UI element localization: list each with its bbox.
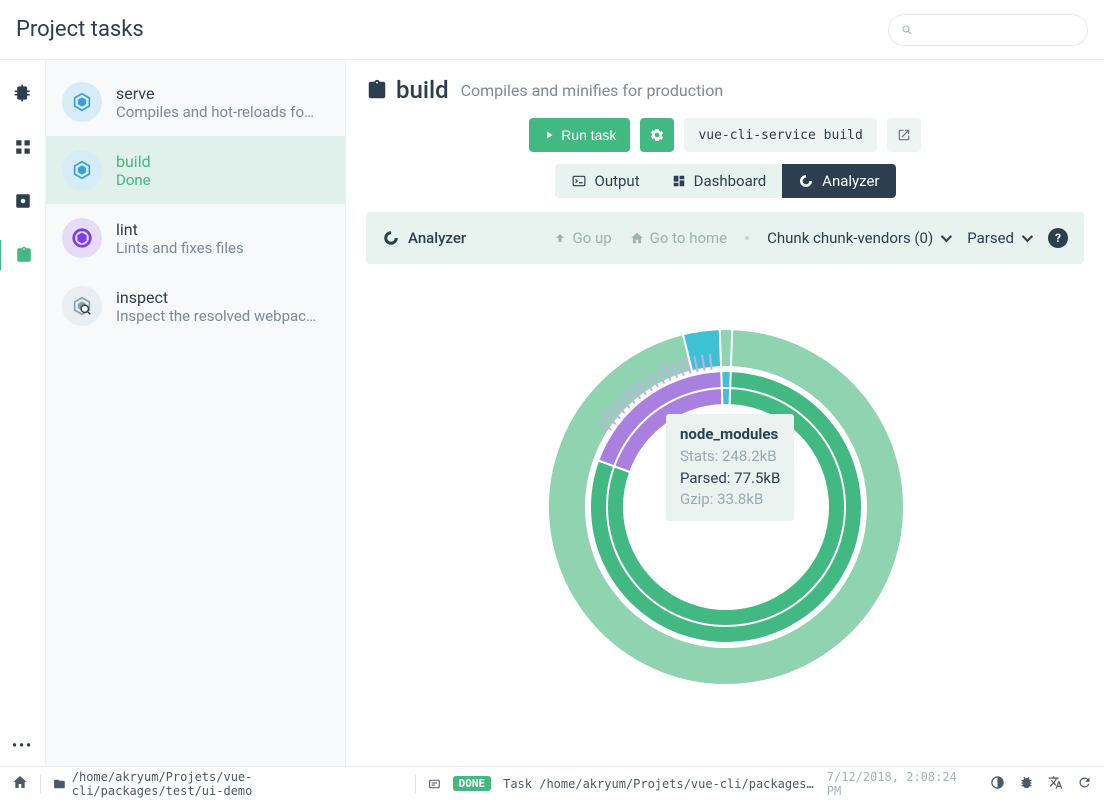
- dashboard-icon: [672, 174, 686, 188]
- donut-icon: [382, 229, 400, 247]
- task-icon: [62, 150, 102, 190]
- header: Project tasks: [0, 0, 1104, 60]
- status-badge: DONE: [453, 776, 492, 791]
- task-list: serveCompiles and hot-reloads fo…buildDo…: [46, 60, 346, 766]
- task-icon: [62, 286, 102, 326]
- search-icon: [901, 24, 913, 36]
- task-name: serve: [116, 84, 314, 103]
- tab-analyzer[interactable]: Analyzer: [782, 164, 895, 198]
- terminal-icon: [571, 174, 587, 188]
- status-bar: /home/akryum/Projets/vue-cli/packages/te…: [0, 766, 1104, 800]
- chart-tooltip: node_modules Stats: 248.2kB Parsed: 77.5…: [666, 414, 794, 521]
- chunk-dropdown[interactable]: Chunk chunk-vendors (0): [767, 229, 949, 247]
- mode-dropdown[interactable]: Parsed: [967, 229, 1030, 247]
- toolbar-title: Analyzer: [408, 229, 466, 247]
- task-item-serve[interactable]: serveCompiles and hot-reloads fo…: [46, 68, 345, 136]
- task-subtitle: Lints and fixes files: [116, 239, 244, 257]
- help-button[interactable]: ?: [1048, 228, 1068, 248]
- search-input[interactable]: [888, 14, 1088, 46]
- home-icon[interactable]: [12, 774, 28, 793]
- task-item-build[interactable]: buildDone: [46, 136, 345, 204]
- contrast-icon[interactable]: [990, 775, 1005, 793]
- log-icon[interactable]: [428, 777, 441, 791]
- nav-rail: •••: [0, 60, 46, 766]
- external-link-icon: [897, 128, 911, 142]
- task-detail: build Compiles and minifies for producti…: [346, 60, 1104, 766]
- task-item-lint[interactable]: lintLints and fixes files: [46, 204, 345, 272]
- project-path[interactable]: /home/akryum/Projets/vue-cli/packages/te…: [53, 770, 403, 798]
- detail-title: build: [396, 76, 449, 104]
- task-item-inspect[interactable]: inspectInspect the resolved webpac…: [46, 272, 345, 340]
- nav-more[interactable]: •••: [12, 738, 33, 754]
- task-icon: [62, 82, 102, 122]
- task-icon: [62, 218, 102, 258]
- tab-dashboard[interactable]: Dashboard: [656, 164, 783, 198]
- open-external-button[interactable]: [887, 118, 921, 152]
- go-up-button[interactable]: Go up: [554, 229, 611, 247]
- log-timestamp: 7/12/2018, 2:08:24 PM: [827, 770, 966, 798]
- tab-output[interactable]: Output: [555, 164, 656, 198]
- nav-tasks[interactable]: [0, 240, 44, 270]
- run-task-button[interactable]: Run task: [529, 118, 630, 152]
- arrow-up-icon: [554, 232, 566, 244]
- bug-icon[interactable]: [1019, 775, 1034, 793]
- task-name: inspect: [116, 288, 316, 307]
- go-home-button[interactable]: Go to home: [630, 229, 727, 247]
- refresh-icon[interactable]: [1077, 775, 1092, 793]
- nav-plugins[interactable]: [0, 78, 46, 108]
- task-subtitle: Done: [116, 171, 151, 189]
- play-icon: [543, 129, 555, 141]
- donut-icon: [798, 173, 814, 189]
- task-command[interactable]: vue-cli-service build: [684, 118, 876, 152]
- analyzer-toolbar: Analyzer Go up Go to home Chunk chunk-ve…: [366, 212, 1084, 264]
- task-name: lint: [116, 220, 244, 239]
- task-subtitle: Compiles and hot-reloads fo…: [116, 103, 314, 121]
- chevron-down-icon: [1022, 231, 1033, 242]
- task-name: build: [116, 152, 151, 171]
- view-tabs: Output Dashboard Analyzer: [366, 164, 1084, 198]
- home-icon: [630, 231, 644, 245]
- log-message: Task /home/akryum/Projets/vue-cli/packag…: [503, 777, 815, 791]
- clipboard-icon: [366, 79, 388, 101]
- translate-icon[interactable]: [1048, 775, 1063, 793]
- nav-config[interactable]: [0, 186, 46, 216]
- page-title: Project tasks: [16, 17, 144, 42]
- gear-icon: [649, 127, 665, 143]
- task-settings-button[interactable]: [640, 118, 674, 152]
- nav-dependencies[interactable]: [0, 132, 46, 162]
- detail-description: Compiles and minifies for production: [461, 81, 724, 100]
- separator-dot: [745, 236, 749, 240]
- folder-icon: [53, 777, 66, 791]
- task-subtitle: Inspect the resolved webpac…: [116, 307, 316, 325]
- chevron-down-icon: [941, 231, 952, 242]
